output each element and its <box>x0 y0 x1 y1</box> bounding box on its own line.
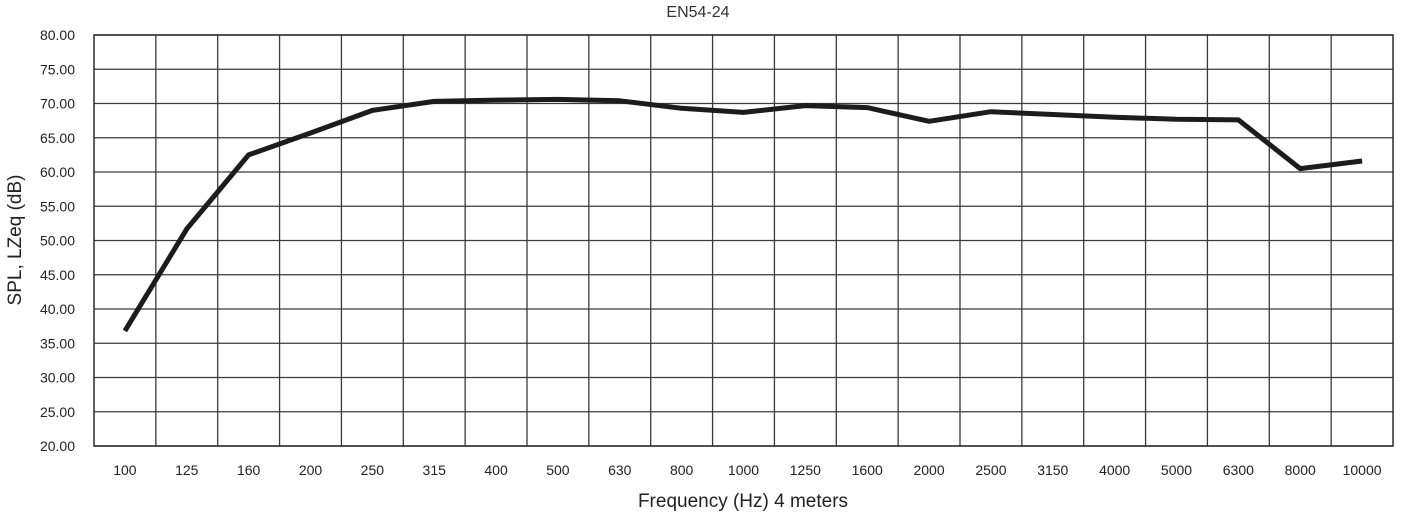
y-tick-label: 50.00 <box>40 233 75 249</box>
x-tick-label: 400 <box>484 462 508 478</box>
y-tick-label: 60.00 <box>40 164 75 180</box>
x-tick-label: 500 <box>546 462 570 478</box>
x-tick-label: 8000 <box>1285 462 1316 478</box>
y-tick-label: 70.00 <box>40 96 75 112</box>
x-tick-label: 3150 <box>1037 462 1068 478</box>
y-tick-label: 55.00 <box>40 198 75 214</box>
x-tick-label: 2500 <box>975 462 1006 478</box>
x-tick-label: 200 <box>299 462 323 478</box>
spl-series-line <box>122 96 1363 333</box>
x-tick-label: 4000 <box>1099 462 1130 478</box>
x-axis-label: Frequency (Hz) 4 meters <box>638 491 848 512</box>
x-tick-label: 630 <box>608 462 632 478</box>
y-tick-label: 45.00 <box>40 267 75 283</box>
x-tick-label: 160 <box>237 462 261 478</box>
plot-area-frame <box>93 34 1394 447</box>
y-axis-label: SPL, LZeq (dB) <box>5 175 26 306</box>
x-tick-label: 1000 <box>728 462 759 478</box>
grid-lines <box>94 34 1393 447</box>
x-tick-label: 10000 <box>1343 462 1382 478</box>
chart-title: EN54-24 <box>666 4 729 21</box>
y-tick-label: 35.00 <box>40 335 75 351</box>
y-tick-label: 40.00 <box>40 301 75 317</box>
x-tick-label: 5000 <box>1161 462 1192 478</box>
y-axis-ticks: 20.00 25.00 30.00 35.00 40.00 45.00 50.00 55.00… <box>40 27 75 454</box>
x-tick-label: 2000 <box>913 462 944 478</box>
x-tick-label: 100 <box>113 462 137 478</box>
x-tick-label: 1250 <box>790 462 821 478</box>
x-tick-label: 6300 <box>1223 462 1254 478</box>
y-tick-label: 20.00 <box>40 438 75 454</box>
y-tick-label: 30.00 <box>40 370 75 386</box>
x-tick-label: 125 <box>175 462 199 478</box>
x-tick-label: 800 <box>670 462 694 478</box>
x-tick-label: 1600 <box>852 462 883 478</box>
x-tick-label: 250 <box>361 462 385 478</box>
y-tick-label: 75.00 <box>40 61 75 77</box>
y-tick-label: 25.00 <box>40 404 75 420</box>
x-tick-label: 315 <box>423 462 447 478</box>
y-tick-label: 65.00 <box>40 130 75 146</box>
y-tick-label: 80.00 <box>40 27 75 43</box>
x-axis-ticks: 100 125 160 200 250 315 400 500 630 800 1000 1250 16… <box>113 462 1381 478</box>
